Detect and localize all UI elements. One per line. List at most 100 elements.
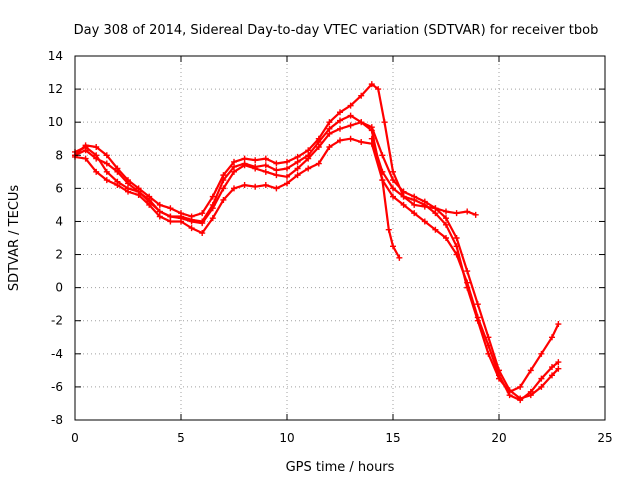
- series-line: [73, 82, 477, 218]
- data-point: [167, 213, 174, 220]
- y-tick-label: -6: [51, 380, 63, 394]
- y-tick-label: -4: [51, 347, 63, 361]
- data-point: [103, 177, 110, 184]
- data-point: [231, 185, 237, 192]
- x-tick-label: 25: [597, 431, 612, 445]
- x-tick-label: 0: [71, 431, 79, 445]
- x-tick-label: 5: [177, 431, 185, 445]
- data-point: [220, 177, 227, 184]
- data-point: [135, 188, 142, 195]
- data-point: [474, 317, 481, 324]
- data-point: [284, 173, 290, 180]
- data-point: [390, 177, 396, 184]
- data-point: [220, 185, 227, 192]
- data-point: [358, 119, 365, 126]
- data-point: [82, 155, 89, 162]
- y-tick-label: 6: [55, 181, 63, 195]
- data-point: [453, 243, 460, 250]
- data-point: [385, 226, 392, 233]
- data-point: [241, 182, 248, 189]
- data-point: [474, 301, 481, 308]
- data-point: [358, 139, 365, 146]
- y-axis-title: SDTVAR / TECUs: [7, 185, 22, 292]
- data-point: [209, 215, 216, 222]
- data-point: [396, 254, 403, 261]
- data-point: [199, 218, 206, 225]
- data-point: [390, 185, 396, 192]
- data-point: [390, 193, 396, 200]
- data-point: [284, 158, 290, 165]
- data-point: [241, 160, 248, 167]
- data-point: [125, 188, 131, 195]
- x-tick-label: 10: [279, 431, 294, 445]
- data-point: [379, 177, 386, 184]
- series-track-b: [72, 119, 562, 402]
- data-point: [326, 119, 333, 126]
- series-line: [73, 137, 560, 402]
- data-point: [188, 225, 195, 232]
- y-tick-label: 0: [55, 281, 63, 295]
- data-point: [443, 221, 449, 228]
- data-point: [337, 125, 343, 132]
- data-point: [188, 216, 195, 223]
- data-point: [527, 388, 534, 395]
- data-point: [294, 158, 301, 165]
- axis-ticks: [74, 55, 606, 421]
- y-tick-label: -2: [51, 314, 63, 328]
- data-point: [284, 180, 290, 187]
- data-point: [538, 375, 545, 382]
- data-point: [93, 168, 100, 175]
- data-point: [103, 152, 110, 159]
- data-point: [82, 147, 89, 154]
- data-point: [400, 193, 407, 200]
- data-point: [453, 210, 460, 217]
- data-point: [358, 92, 365, 99]
- data-point: [305, 165, 312, 172]
- data-point: [125, 180, 131, 187]
- data-point: [315, 160, 322, 167]
- data-point: [538, 350, 545, 357]
- data-point: [368, 127, 375, 134]
- data-point: [103, 160, 110, 167]
- data-point: [252, 183, 259, 190]
- data-point: [294, 172, 301, 179]
- data-point: [443, 235, 449, 241]
- data-point: [337, 117, 343, 124]
- data-series: [72, 81, 562, 404]
- data-point: [326, 125, 333, 132]
- data-point: [381, 119, 388, 126]
- data-point: [368, 135, 375, 142]
- data-point: [93, 155, 100, 162]
- data-point: [506, 388, 513, 395]
- chart-title: Day 308 of 2014, Sidereal Day-to-day VTE…: [74, 23, 599, 38]
- gridlines: [75, 56, 605, 420]
- data-point: [178, 213, 184, 220]
- data-point: [549, 372, 555, 379]
- y-tick-label: 14: [48, 49, 63, 63]
- data-point: [114, 182, 121, 189]
- data-point: [443, 215, 449, 222]
- data-point: [103, 168, 110, 175]
- data-point: [114, 168, 121, 175]
- data-point: [485, 350, 492, 357]
- data-point: [347, 112, 354, 119]
- data-point: [273, 160, 280, 167]
- data-point: [555, 359, 562, 366]
- data-point: [294, 165, 301, 172]
- y-tick-label: 8: [55, 148, 63, 162]
- data-point: [146, 196, 153, 203]
- data-point: [555, 321, 562, 328]
- data-point: [538, 383, 545, 390]
- data-point: [199, 210, 206, 217]
- data-point: [347, 122, 354, 129]
- data-point: [375, 86, 382, 93]
- data-point: [453, 235, 460, 241]
- data-point: [231, 163, 237, 170]
- data-point: [432, 210, 439, 217]
- data-point: [432, 226, 439, 233]
- data-point: [517, 397, 524, 404]
- data-point: [262, 168, 269, 175]
- data-point: [337, 109, 343, 116]
- data-point: [411, 210, 418, 217]
- data-point: [517, 383, 524, 390]
